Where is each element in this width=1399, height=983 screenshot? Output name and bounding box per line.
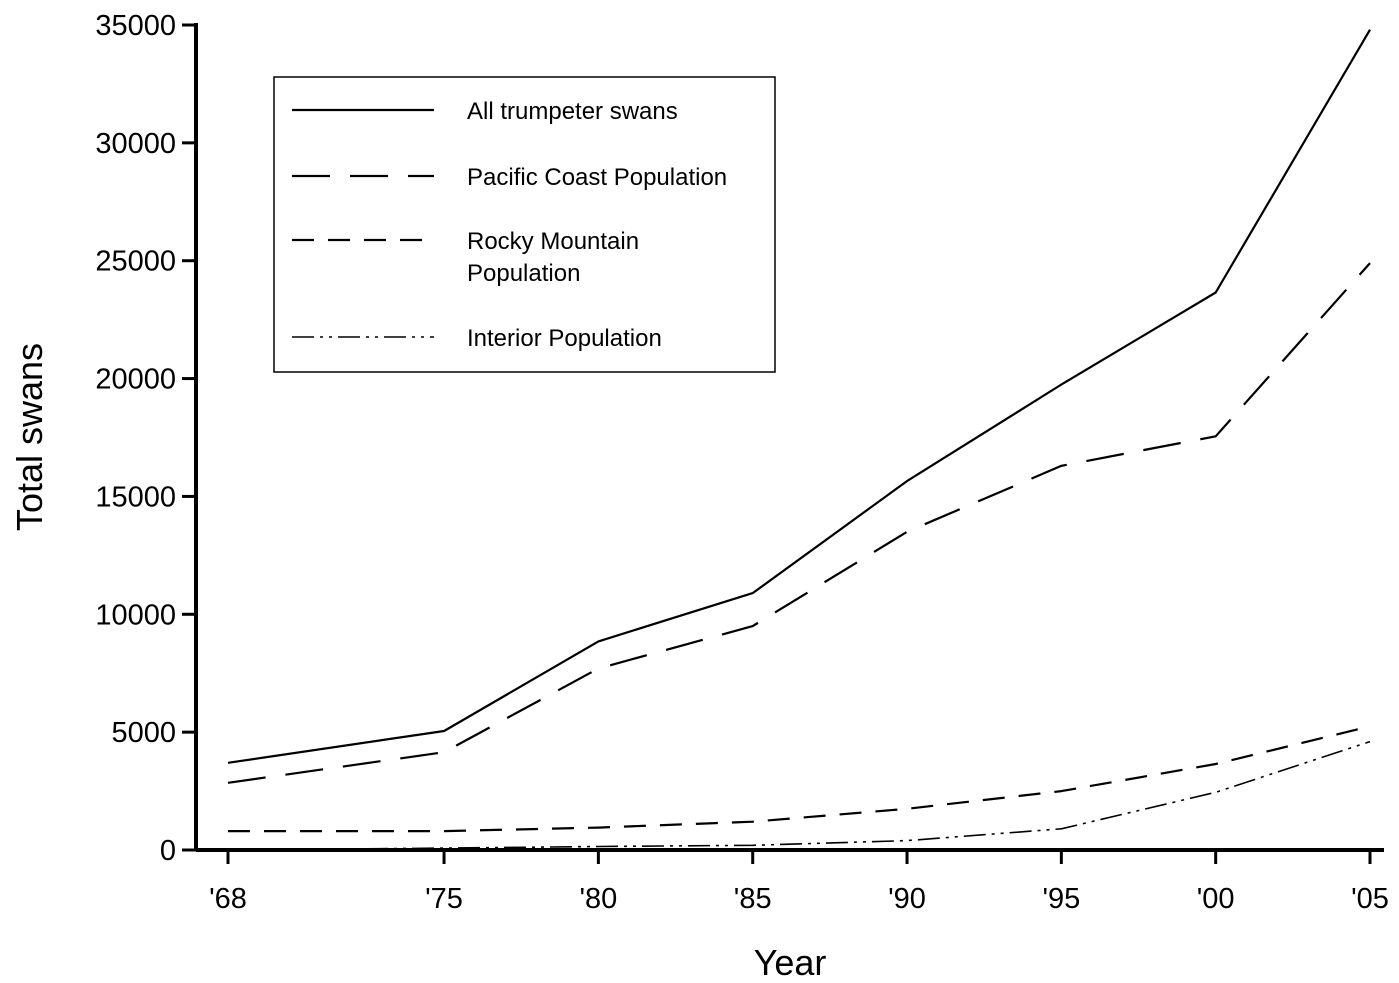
y-tick-label: 15000: [95, 481, 176, 513]
series-line-4: [227, 740, 1371, 851]
x-tick-label: '90: [888, 883, 926, 915]
y-tick-label: 30000: [95, 128, 176, 160]
y-axis-label: Total swans: [9, 343, 50, 531]
x-tick-label: '95: [1042, 883, 1080, 915]
legend-box: [273, 76, 776, 373]
axes: 0 5000 10000 15000 20000 25000 30000 35000 '68 '7…: [9, 10, 1389, 983]
x-tick-label: '85: [734, 883, 772, 915]
legend-label-3: Rocky Mountain Population: [467, 228, 639, 287]
series-line-3: [228, 725, 1371, 833]
series-line-2: [227, 262, 1371, 784]
legend: All trumpeter swans Pacific Coast Populat…: [273, 76, 776, 373]
x-tick-label: '68: [209, 883, 247, 915]
y-tick-label: 35000: [95, 10, 176, 42]
legend-label-1: All trumpeter swans: [467, 98, 678, 125]
legend-label-4: Interior Population: [467, 325, 662, 352]
x-tick-label: '00: [1197, 883, 1235, 915]
x-tick-label: '05: [1351, 883, 1389, 915]
y-tick-label: 25000: [95, 246, 176, 278]
series-line-1: [227, 29, 1371, 764]
legend-label-2: Pacific Coast Population: [467, 164, 727, 191]
x-tick-label: '75: [425, 883, 463, 915]
x-tick-label: '80: [579, 883, 617, 915]
x-axis-label: Year: [754, 942, 827, 983]
plot-area: [227, 29, 1371, 851]
y-tick-label: 5000: [111, 717, 176, 749]
y-tick-label: 0: [160, 835, 176, 867]
y-tick-label: 10000: [95, 599, 176, 631]
y-tick-label: 20000: [95, 364, 176, 396]
